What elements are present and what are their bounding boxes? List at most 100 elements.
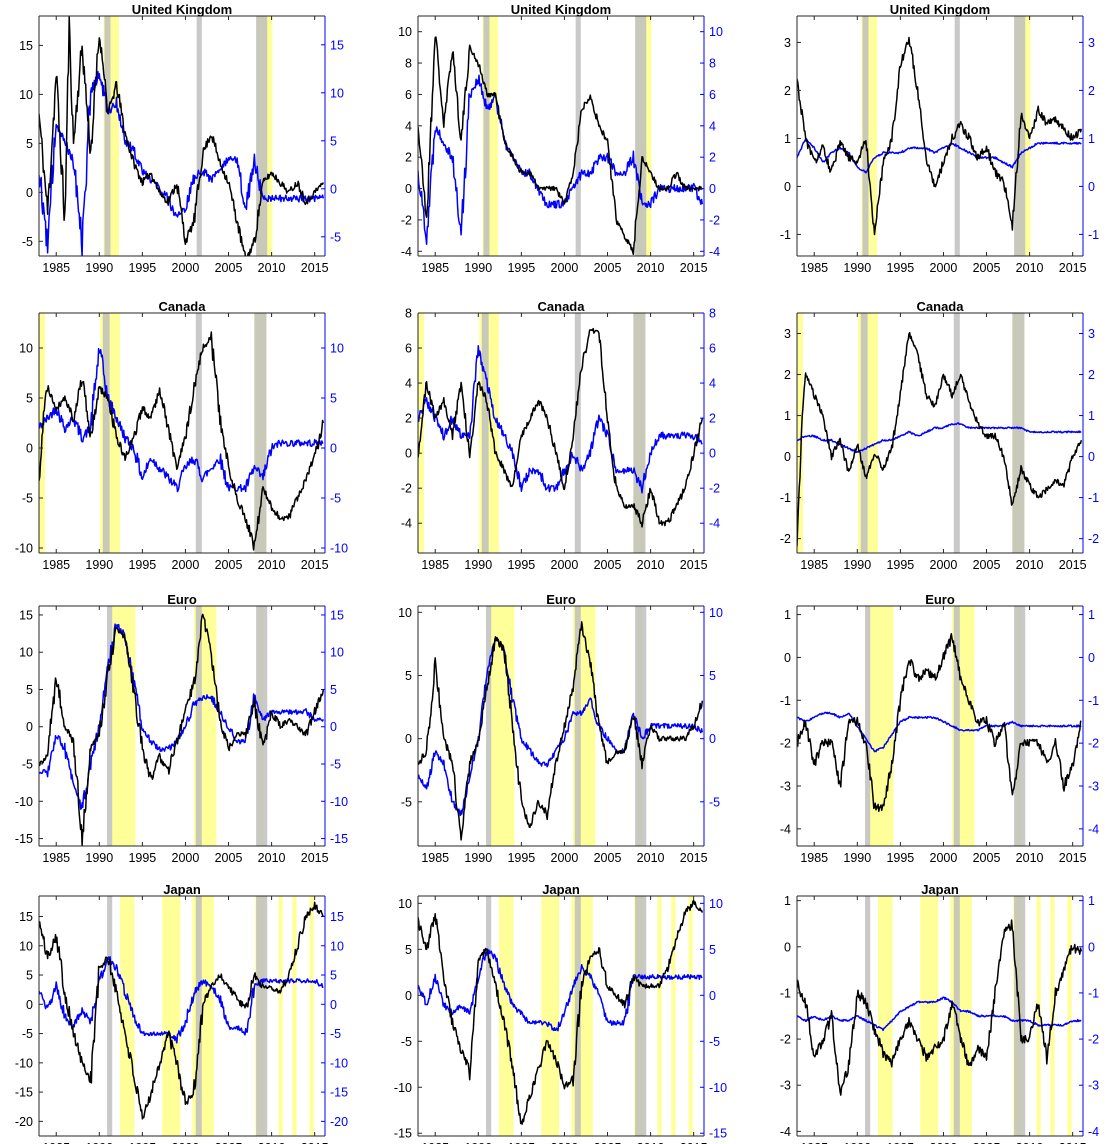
y-tick-label-right: 0 [330, 442, 337, 456]
y-tick-label-right: 15 [330, 608, 344, 622]
shading-bands [107, 606, 268, 846]
panel-title: Euro [546, 592, 576, 607]
gray-band [862, 16, 869, 256]
x-tick-label: 2000 [551, 1141, 579, 1144]
y-tick-label-left: -3 [780, 780, 791, 794]
chart-panel: 1985 1990 1995 2000 2005 2010 2015 -4 -2 0 2 4 6 8 -4 -… [401, 299, 720, 572]
y-tick-label-left: -4 [780, 1125, 791, 1139]
y-tick-label-right: 6 [709, 342, 716, 356]
y-tick-label-right: 15 [330, 910, 344, 924]
y-tick-label-left: -3 [780, 1079, 791, 1093]
x-tick-label: 2010 [1016, 1141, 1044, 1144]
x-tick-label: 2000 [172, 558, 200, 572]
yellow-band [657, 896, 662, 1136]
y-tick-label-right: 5 [330, 134, 337, 148]
x-tick-label: 2010 [1016, 261, 1044, 275]
y-tick-label-left: 0 [405, 732, 412, 746]
y-tick-label-right: 8 [709, 307, 716, 321]
x-tick-label: 2010 [258, 851, 286, 865]
x-tick-label: 2015 [301, 261, 329, 275]
panel-title: Canada [159, 299, 207, 314]
y-tick-label-left: -1 [780, 228, 791, 242]
y-tick-label-left: 5 [405, 669, 412, 683]
yellow-band [292, 896, 297, 1136]
y-tick-label-left: -2 [780, 1033, 791, 1047]
y-tick-label-right: 3 [1088, 327, 1095, 341]
y-tick-label-left: 2 [405, 412, 412, 426]
y-tick-label-left: 0 [784, 180, 791, 194]
x-tick-label: 2010 [258, 558, 286, 572]
x-tick-label: 1990 [843, 558, 871, 572]
yellow-band [688, 896, 693, 1136]
y-tick-label-right: -5 [330, 492, 341, 506]
x-tick-label: 1990 [85, 1141, 113, 1144]
y-tick-label-right: -5 [709, 1035, 720, 1049]
x-tick-label: 1985 [800, 851, 828, 865]
y-tick-label-right: 1 [1088, 894, 1095, 908]
y-tick-label-left: 4 [405, 377, 412, 391]
y-tick-label-left: 0 [405, 989, 412, 1003]
x-tick-label: 2005 [973, 851, 1001, 865]
y-tick-label-right: 5 [709, 669, 716, 683]
y-tick-label-right: -15 [330, 1086, 348, 1100]
y-tick-label-right: 3 [1088, 36, 1095, 50]
x-tick-label: 2005 [594, 261, 622, 275]
y-tick-label-left: -1 [780, 694, 791, 708]
y-tick-label-left: 0 [784, 651, 791, 665]
x-tick-label: 2015 [1059, 1141, 1087, 1144]
y-tick-label-right: 0 [1088, 450, 1095, 464]
x-tick-label: 2000 [930, 558, 958, 572]
series-line-left [418, 621, 704, 841]
series-line-right [39, 347, 324, 493]
y-tick-label-left: -2 [401, 213, 412, 227]
x-tick-label: 2000 [172, 851, 200, 865]
y-tick-label-right: -10 [330, 795, 348, 809]
panel-title: Canada [538, 299, 586, 314]
y-tick-label-left: 8 [405, 307, 412, 321]
x-tick-label: 1995 [128, 851, 156, 865]
y-tick-label-right: 0 [709, 447, 716, 461]
gray-band [196, 16, 202, 256]
y-tick-label-right: 0 [709, 989, 716, 1003]
chart-panel: 1985199019952000200520102015-4-3-2-101-4… [780, 882, 1099, 1144]
chart-panel: 1985 1990 1995 2000 2005 2010 2015 -20 -15 -10 -5 0… [15, 882, 348, 1144]
gray-band [256, 606, 268, 846]
y-tick-label-left: 3 [784, 36, 791, 50]
gray-band [574, 313, 581, 553]
gray-band [865, 896, 871, 1136]
y-tick-label-left: 15 [19, 910, 33, 924]
x-tick-label: 2000 [551, 261, 579, 275]
y-tick-label-left: -2 [780, 737, 791, 751]
series-line-right [418, 74, 704, 245]
y-tick-label-left: -1 [780, 986, 791, 1000]
y-tick-label-left: -4 [401, 245, 412, 259]
y-tick-label-left: -20 [15, 1115, 33, 1129]
y-tick-label-left: -4 [780, 822, 791, 836]
y-tick-label-right: 6 [709, 88, 716, 102]
x-tick-label: 1995 [507, 261, 535, 275]
x-tick-label: 1985 [42, 558, 70, 572]
y-tick-label-left: 10 [19, 88, 33, 102]
y-tick-label-right: -5 [709, 795, 720, 809]
y-tick-label-right: 0 [330, 720, 337, 734]
x-tick-label: 1985 [42, 261, 70, 275]
panel-title: United Kingdom [890, 2, 990, 17]
series-line-right [418, 948, 703, 1032]
y-tick-label-left: -5 [401, 795, 412, 809]
y-tick-label-right: 10 [330, 939, 344, 953]
y-tick-label-left: 5 [26, 392, 33, 406]
y-tick-label-left: 0 [26, 186, 33, 200]
x-tick-label: 2010 [637, 558, 665, 572]
x-tick-label: 2000 [930, 851, 958, 865]
x-tick-label: 2005 [973, 558, 1001, 572]
y-tick-label-left: -2 [401, 482, 412, 496]
series-line-left [797, 632, 1082, 813]
y-tick-label-left: 2 [405, 151, 412, 165]
y-tick-label-right: -4 [1088, 1125, 1099, 1139]
y-tick-label-right: 0 [1088, 651, 1095, 665]
x-tick-label: 2015 [680, 261, 708, 275]
x-tick-label: 2015 [301, 1141, 329, 1144]
y-tick-label-left: 0 [405, 447, 412, 461]
series-line-left [39, 331, 325, 551]
y-tick-label-right: 2 [709, 412, 716, 426]
